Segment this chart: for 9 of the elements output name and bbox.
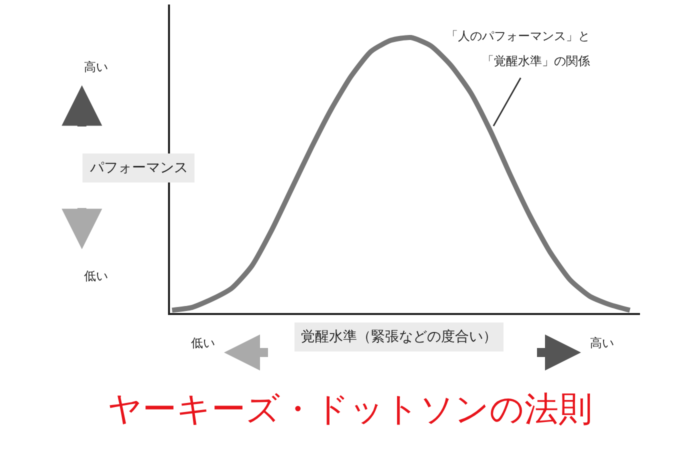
text: 高い — [590, 336, 614, 350]
text: 低い — [191, 336, 215, 350]
y-axis-title: パフォーマンス — [89, 160, 188, 176]
text: 高い — [84, 60, 108, 74]
text: 低い — [84, 269, 108, 283]
text: ヤーキーズ・ドットソンの法則 — [108, 389, 592, 430]
annotation: 「覚醒水準」の関係 — [482, 54, 590, 68]
annotation: 「人のパフォーマンス」と — [446, 29, 590, 43]
x-axis-title: 覚醒水準（緊張などの度合い） — [301, 329, 497, 345]
